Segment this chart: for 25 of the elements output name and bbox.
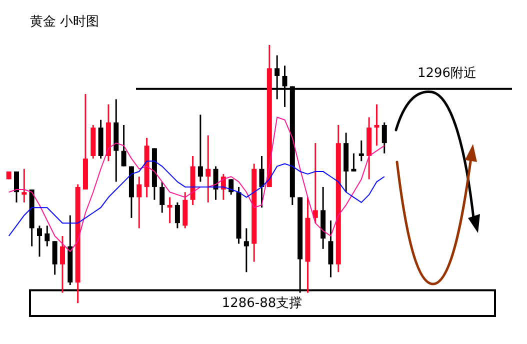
- candlestick: [228, 178, 234, 196]
- candlestick: [44, 224, 50, 248]
- candlestick: [160, 181, 165, 214]
- candlestick: [174, 202, 180, 229]
- candlestick: [206, 134, 211, 204]
- candlestick: [121, 124, 126, 168]
- candlestick: [358, 140, 364, 162]
- ref-line-label: 1296附近: [417, 66, 477, 81]
- candlestick: [382, 122, 387, 154]
- chart-title: 黄金 小时图: [30, 14, 100, 30]
- candlestick: [328, 220, 334, 278]
- candlestick: [244, 228, 249, 273]
- candlestick: [60, 235, 65, 294]
- candlestick: [22, 168, 27, 204]
- candlestick: [312, 142, 318, 224]
- candlestick: [259, 155, 264, 208]
- band-label: 1286-88支撑: [222, 296, 302, 312]
- candlestick: [136, 176, 142, 229]
- candlestick: [374, 104, 380, 146]
- candlestick: [14, 170, 19, 204]
- candlestick: [167, 196, 172, 224]
- candlestick: [52, 240, 58, 276]
- candlestick: [351, 152, 356, 172]
- candlestick: [36, 224, 42, 258]
- candlestick: [198, 114, 203, 183]
